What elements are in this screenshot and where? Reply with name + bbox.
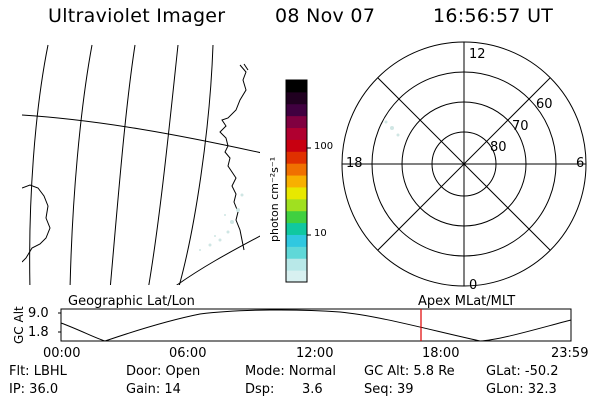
polar-meridian: [377, 77, 551, 251]
gc-alt-info: GC Alt: 5.8 Re: [364, 364, 455, 379]
colorbar-segment: [286, 210, 307, 224]
latitude-line: [22, 114, 260, 154]
gain-info: Gain: 14: [126, 382, 181, 397]
filter-info: Flt: LBHL: [9, 364, 67, 379]
glat-info: GLat: -50.2: [486, 364, 559, 379]
seq-info: Seq: 39: [364, 382, 414, 397]
geographic-label: Geographic Lat/Lon: [68, 294, 195, 309]
polar-aurora-specks: [384, 120, 400, 137]
coastline: [22, 184, 51, 263]
date-display: 08 Nov 07: [275, 5, 376, 27]
colorbar-segment: [286, 246, 307, 259]
door-info: Door: Open: [126, 364, 201, 379]
timeline-y-label: GC Alt: [12, 306, 26, 344]
colorbar-segment: [286, 186, 307, 200]
colorbar-segment: [286, 127, 307, 140]
latitude-line: [176, 235, 260, 285]
polar-label-12: 12: [469, 47, 486, 62]
longitude-line: [109, 44, 136, 285]
timeline-plot: [58, 308, 572, 342]
app-title: Ultraviolet Imager: [48, 5, 226, 27]
colorbar-tick-100: 100: [314, 141, 334, 152]
geographic-map: [22, 44, 260, 285]
colorbar-segment: [286, 163, 307, 176]
colorbar-segment: [286, 103, 307, 117]
polar-label-lat80: 80: [490, 140, 507, 155]
x-tick-label-1800: 18:00: [422, 346, 460, 361]
apex-label: Apex MLat/MLT: [418, 294, 516, 309]
x-tick-label-1200: 12:00: [296, 346, 334, 361]
colorbar-segment: [286, 270, 307, 283]
colorbar-segment: [286, 198, 307, 212]
ip-info: IP: 36.0: [9, 382, 59, 397]
coastline: [243, 63, 249, 71]
colorbar-frame: [285, 79, 308, 283]
longitude-line: [178, 44, 214, 285]
colorbar-segment: [286, 139, 307, 152]
colorbar-segment: [286, 91, 307, 105]
polar-plot: [341, 41, 587, 287]
colorbar-segment: [286, 222, 307, 235]
colorbar-segment: [286, 175, 307, 188]
dsp-value: 3.6: [302, 382, 323, 397]
glon-info: GLon: 32.3: [486, 382, 557, 397]
aurora-specks: [199, 193, 244, 251]
colorbar-unit-label: photon cm⁻²s⁻¹: [268, 156, 281, 242]
polar-label-lat60: 60: [536, 97, 553, 112]
x-tick-label-0000: 00:00: [43, 346, 81, 361]
longitude-line: [29, 44, 49, 285]
polar-label-18: 18: [346, 156, 363, 171]
colorbar-tick-10: 10: [314, 228, 327, 239]
x-tick-label-0600: 06:00: [169, 346, 207, 361]
colorbar-segment: [286, 234, 307, 247]
x-tick-label-2359: 23:59: [551, 346, 589, 361]
timeline-frame: [60, 308, 572, 342]
polar-label-lat70: 70: [512, 119, 529, 134]
colorbar-segment: [286, 258, 307, 271]
colorbar-segment: [286, 115, 307, 129]
altitude-curve: [60, 309, 572, 342]
dsp-label: Dsp:: [245, 382, 275, 397]
colorbar-segment: [286, 80, 307, 93]
time-display: 16:56:57 UT: [433, 5, 554, 27]
y-tick-label-1-8: 1.8: [28, 325, 49, 340]
longitude-line: [148, 44, 179, 285]
polar-label-6: 6: [576, 156, 585, 171]
colorbar-segment: [286, 151, 307, 164]
y-tick-label-9: 9.0: [28, 306, 49, 321]
mode-info: Mode: Normal: [245, 364, 336, 379]
colorbar: [285, 79, 311, 283]
longitude-line: [69, 44, 93, 285]
polar-label-0: 0: [469, 278, 478, 293]
